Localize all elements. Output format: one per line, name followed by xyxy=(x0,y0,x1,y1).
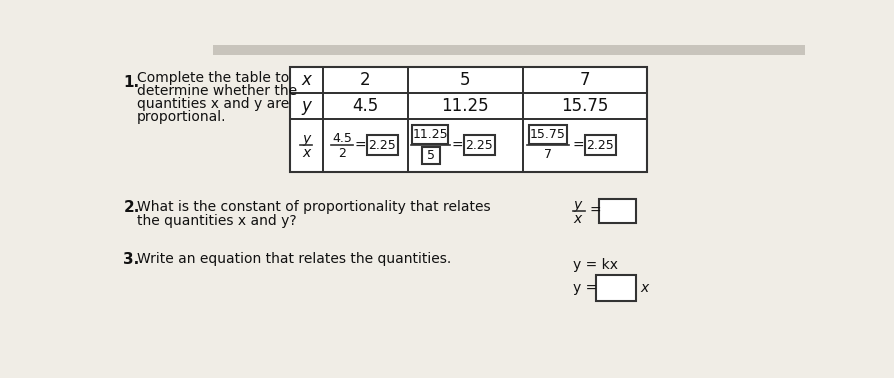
Text: 1.: 1. xyxy=(123,75,139,90)
Bar xyxy=(464,135,494,155)
Text: 11.25: 11.25 xyxy=(442,97,489,115)
Text: 5: 5 xyxy=(460,71,470,89)
Bar xyxy=(412,125,448,144)
Text: 4.5: 4.5 xyxy=(352,97,378,115)
Text: y =: y = xyxy=(573,281,597,295)
Text: =: = xyxy=(451,138,463,152)
Text: =: = xyxy=(590,204,602,218)
Text: x: x xyxy=(573,212,581,226)
Text: =: = xyxy=(572,138,584,152)
Text: =: = xyxy=(355,138,367,152)
Text: 2: 2 xyxy=(338,147,346,160)
Text: 7: 7 xyxy=(579,71,590,89)
Text: 2.25: 2.25 xyxy=(586,139,614,152)
Text: What is the constant of proportionality that relates: What is the constant of proportionality … xyxy=(137,200,490,214)
Text: y: y xyxy=(301,97,311,115)
Text: x: x xyxy=(640,281,648,295)
Text: 2.25: 2.25 xyxy=(465,139,493,152)
Text: 15.75: 15.75 xyxy=(561,97,608,115)
Text: 3.: 3. xyxy=(123,252,139,267)
Text: 2.: 2. xyxy=(123,200,139,215)
Bar xyxy=(290,67,646,172)
Bar xyxy=(422,147,441,164)
Text: y = kx: y = kx xyxy=(573,258,618,272)
Text: the quantities x and y?: the quantities x and y? xyxy=(137,214,296,228)
Text: 15.75: 15.75 xyxy=(530,128,566,141)
Text: 7: 7 xyxy=(544,148,552,161)
Text: x: x xyxy=(302,146,310,160)
Text: quantities x and y are: quantities x and y are xyxy=(137,97,289,111)
Bar xyxy=(290,93,646,119)
Text: y: y xyxy=(573,198,581,212)
Text: 2: 2 xyxy=(360,71,370,89)
Bar xyxy=(290,119,646,172)
Bar xyxy=(323,67,408,172)
Text: Complete the table to: Complete the table to xyxy=(137,71,289,85)
Bar xyxy=(290,67,646,93)
Bar xyxy=(408,67,522,172)
Bar xyxy=(599,198,637,223)
Text: 5: 5 xyxy=(427,149,435,162)
Bar xyxy=(528,125,568,144)
Text: determine whether the: determine whether the xyxy=(137,84,297,98)
Text: y: y xyxy=(302,132,310,146)
Bar xyxy=(522,67,646,172)
Bar xyxy=(290,67,323,172)
Text: 2.25: 2.25 xyxy=(368,139,396,152)
Text: x: x xyxy=(301,71,311,89)
Text: proportional.: proportional. xyxy=(137,110,226,124)
Text: 11.25: 11.25 xyxy=(412,128,448,141)
Text: 4.5: 4.5 xyxy=(332,132,352,145)
Bar xyxy=(585,135,615,155)
Bar xyxy=(213,45,805,54)
Bar xyxy=(596,275,637,301)
Text: Write an equation that relates the quantities.: Write an equation that relates the quant… xyxy=(137,253,451,266)
Bar xyxy=(367,135,398,155)
